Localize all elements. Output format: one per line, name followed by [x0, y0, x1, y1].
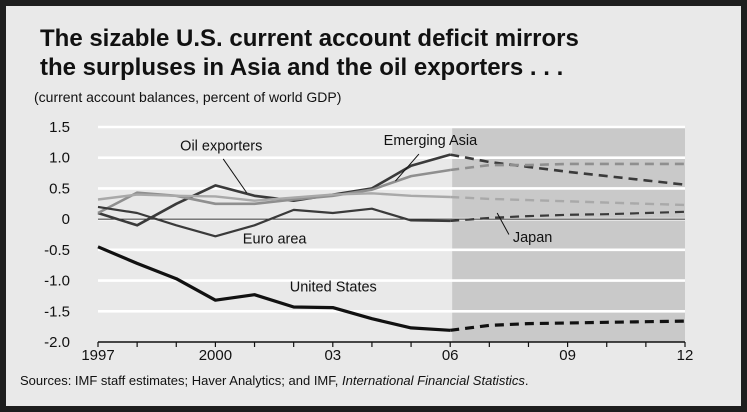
y-tick-label: -1.5: [44, 303, 70, 320]
source-note: Sources: IMF staff estimates; Haver Anal…: [20, 372, 700, 389]
series-label-2: Euro area: [243, 232, 308, 248]
y-tick-label: -0.5: [44, 242, 70, 259]
x-tick-label: 06: [442, 347, 459, 364]
source-text: Sources: IMF staff estimates; Haver Anal…: [20, 373, 342, 388]
source-end: .: [524, 373, 529, 388]
japan-series-line: [97, 192, 451, 202]
emerging-asia-leader: [395, 153, 420, 182]
oil-exporters-leader: [222, 158, 248, 194]
chart-title: The sizable U.S. current account deficit…: [40, 24, 740, 82]
x-tick-label: 2000: [199, 347, 232, 364]
euro_area-projection-line: [450, 210, 686, 223]
series-label-3: Japan: [513, 230, 553, 246]
projection-shade: [452, 127, 685, 342]
x-tick-label: 03: [324, 347, 341, 364]
y-tick-label: 0: [62, 211, 70, 228]
source-italic: International Financial Statistics: [342, 373, 525, 388]
y-tick-label: 1.0: [49, 150, 70, 167]
y-tick-label: 0.5: [49, 180, 70, 197]
x-tick-label: 1997: [81, 347, 114, 364]
x-tick-label: 09: [559, 347, 576, 364]
y-tick-label: 1.5: [49, 119, 70, 136]
chart-title-line-2: the surpluses in Asia and the oil export…: [40, 54, 564, 81]
y-tick-label: -1.0: [44, 273, 70, 290]
euro_area-series-line: [97, 205, 451, 238]
chart-title-line-1: The sizable U.S. current account deficit…: [40, 25, 579, 52]
japan-projection-line: [450, 195, 686, 207]
x-tick-label: 12: [677, 347, 694, 364]
emerging_asia-projection-line: [449, 153, 686, 186]
oil_exporters-projection-line: [450, 162, 685, 172]
united_states-series-line: [97, 245, 451, 332]
japan-leader: [496, 212, 510, 235]
series-label-4: United States: [290, 280, 377, 296]
series-label-1: Emerging Asia: [384, 133, 478, 149]
united_states-projection-line: [450, 319, 686, 332]
chart-subtitle: (current account balances, percent of wo…: [34, 89, 342, 105]
y-tick-label: -2.0: [44, 334, 70, 351]
series-label-0: Oil exporters: [180, 138, 262, 154]
